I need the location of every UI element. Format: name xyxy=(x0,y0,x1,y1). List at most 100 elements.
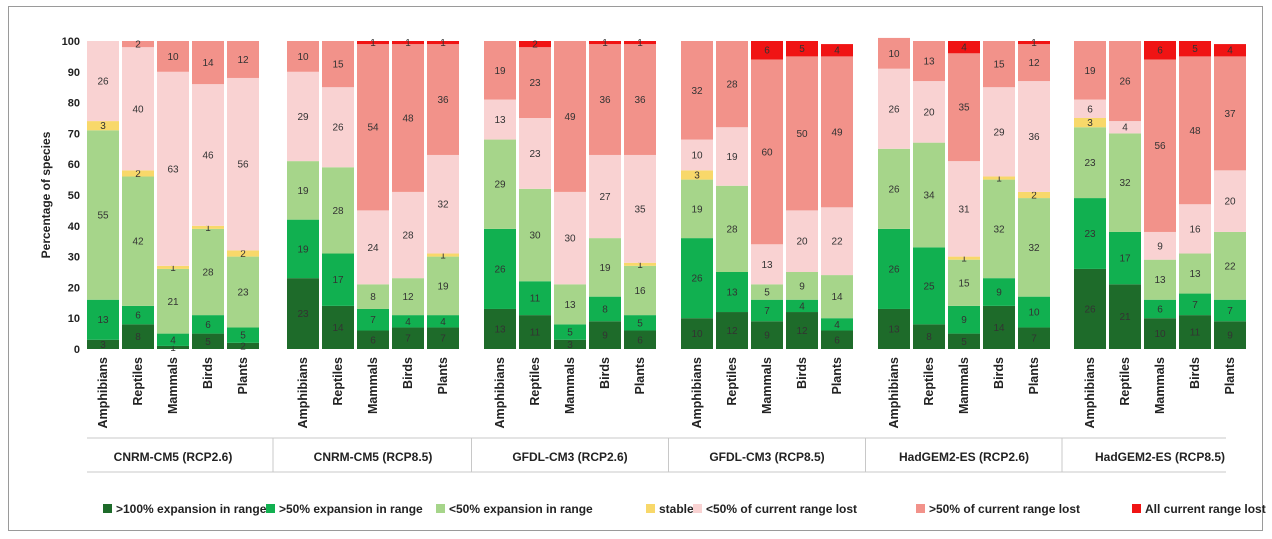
data-label: 2 xyxy=(135,169,141,180)
bar-segment-50-of-current-range-lost xyxy=(983,87,1015,177)
data-label: 36 xyxy=(437,95,449,106)
bar-segment-50-expansion-in-range xyxy=(1144,259,1176,300)
bar-segment-50-of-current-range-lost xyxy=(751,59,783,245)
bar-segment-stable xyxy=(227,250,259,257)
data-label: 19 xyxy=(297,186,309,197)
bar-segment-50-expansion-in-range xyxy=(519,281,551,316)
x-category-label: Plants xyxy=(1223,357,1237,395)
data-label: 31 xyxy=(958,204,970,215)
bar-segment-all-current-range-lost xyxy=(821,44,853,57)
bar-segment-50-expansion-in-range xyxy=(87,299,119,340)
data-label: 5 xyxy=(1192,44,1198,55)
bar-segment-50-of-current-range-lost xyxy=(1018,81,1050,192)
data-label: 54 xyxy=(367,123,379,134)
bar-segment-50-expansion-in-range xyxy=(227,327,259,343)
y-tick-label: 100 xyxy=(62,36,80,48)
bar-segment-100-expansion-in-range xyxy=(519,315,551,349)
data-label: 5 xyxy=(799,44,805,55)
bar-segment-50-expansion-in-range xyxy=(589,238,621,297)
data-label: 22 xyxy=(831,237,843,248)
bar-segment-50-of-current-range-lost xyxy=(878,37,910,69)
x-category-label: Mammals xyxy=(366,357,380,414)
x-category-label: Plants xyxy=(1027,357,1041,395)
data-label: 1 xyxy=(170,263,176,274)
data-label: 9 xyxy=(799,281,805,292)
data-label: 3 xyxy=(100,340,106,351)
bar-segment-50-expansion-in-range xyxy=(227,256,259,328)
bar-segment-50-of-current-range-lost xyxy=(1109,41,1141,122)
data-label: 48 xyxy=(402,114,414,125)
bar-segment-100-expansion-in-range xyxy=(157,345,189,349)
bar-segment-100-expansion-in-range xyxy=(913,324,945,349)
data-label: 32 xyxy=(993,224,1005,235)
bar-segment-50-expansion-in-range xyxy=(1214,231,1246,300)
data-label: 26 xyxy=(332,123,344,134)
bar-segment-50-of-current-range-lost xyxy=(1214,170,1246,232)
data-label: 32 xyxy=(437,200,449,211)
data-label: 4 xyxy=(834,46,840,57)
bar-segment-50-of-current-range-lost xyxy=(392,191,424,279)
data-label: 13 xyxy=(726,288,738,299)
data-label: 13 xyxy=(494,324,506,335)
bar-segment-stable xyxy=(192,225,224,229)
bar-segment-50-of-current-range-lost xyxy=(519,118,551,189)
x-category-label: Mammals xyxy=(563,357,577,414)
data-label: 5 xyxy=(764,288,770,299)
bar-segment-100-expansion-in-range xyxy=(716,312,748,349)
bar-segment-50-expansion-in-range xyxy=(157,268,189,334)
bar-segment-50-of-current-range-lost xyxy=(751,244,783,285)
bar-segment-100-expansion-in-range xyxy=(821,330,853,349)
bar-segment-50-expansion-in-range xyxy=(786,272,818,300)
x-category-label: Reptiles xyxy=(922,357,936,406)
data-label: 21 xyxy=(1119,312,1131,323)
bar-segment-50-of-current-range-lost xyxy=(948,161,980,257)
data-label: 1 xyxy=(961,254,967,265)
bar-segment-50-of-current-range-lost xyxy=(681,139,713,171)
bar-segment-50-expansion-in-range xyxy=(392,315,424,328)
data-label: 4 xyxy=(834,320,840,331)
bar-segment-50-of-current-range-lost xyxy=(227,77,259,251)
data-label: 2 xyxy=(1031,191,1037,202)
data-label: 13 xyxy=(1189,269,1201,280)
bar-segment-50-of-current-range-lost xyxy=(322,41,354,88)
bar-segment-stable xyxy=(1018,191,1050,199)
bar-segment-50-expansion-in-range xyxy=(589,296,621,322)
data-label: 19 xyxy=(1084,66,1096,77)
x-category-label: Mammals xyxy=(166,357,180,414)
data-label: 5 xyxy=(567,328,573,339)
legend-label: stable xyxy=(659,502,694,516)
bar-segment-50-expansion-in-range xyxy=(357,308,389,331)
bar-segment-stable xyxy=(983,176,1015,180)
bar-segment-50-of-current-range-lost xyxy=(192,41,224,85)
bar-segment-50-of-current-range-lost xyxy=(589,154,621,239)
bar-segment-100-expansion-in-range xyxy=(1179,315,1211,349)
group-label: CNRM-CM5 (RCP2.6) xyxy=(114,450,233,464)
bar-segment-50-expansion-in-range xyxy=(624,265,656,316)
data-label: 6 xyxy=(135,311,141,322)
data-label: 50 xyxy=(796,129,808,140)
data-label: 63 xyxy=(167,164,179,175)
bar-segment-50-expansion-in-range xyxy=(913,142,945,248)
legend-label: >50% of current range lost xyxy=(929,502,1080,516)
data-label: 30 xyxy=(529,231,541,242)
data-label: 10 xyxy=(691,329,703,340)
data-label: 8 xyxy=(926,332,932,343)
bar-segment-50-of-current-range-lost xyxy=(948,53,980,162)
data-label: 14 xyxy=(332,323,344,334)
bar-segment-50-expansion-in-range xyxy=(681,238,713,319)
bar-segment-50-of-current-range-lost xyxy=(624,154,656,263)
data-label: 13 xyxy=(494,115,506,126)
x-category-label: Amphibians xyxy=(690,357,704,429)
bar-segment-50-of-current-range-lost xyxy=(227,41,259,78)
bar-segment-50-expansion-in-range xyxy=(1074,198,1106,269)
data-label: 26 xyxy=(888,264,900,275)
data-label: 12 xyxy=(402,292,414,303)
data-label: 28 xyxy=(202,268,214,279)
data-label: 14 xyxy=(831,292,843,303)
data-label: 23 xyxy=(529,78,541,89)
bar-segment-50-expansion-in-range xyxy=(484,139,516,229)
data-label: 49 xyxy=(831,127,843,138)
bar-segment-100-expansion-in-range xyxy=(681,318,713,349)
bar-segment-stable xyxy=(87,121,119,131)
